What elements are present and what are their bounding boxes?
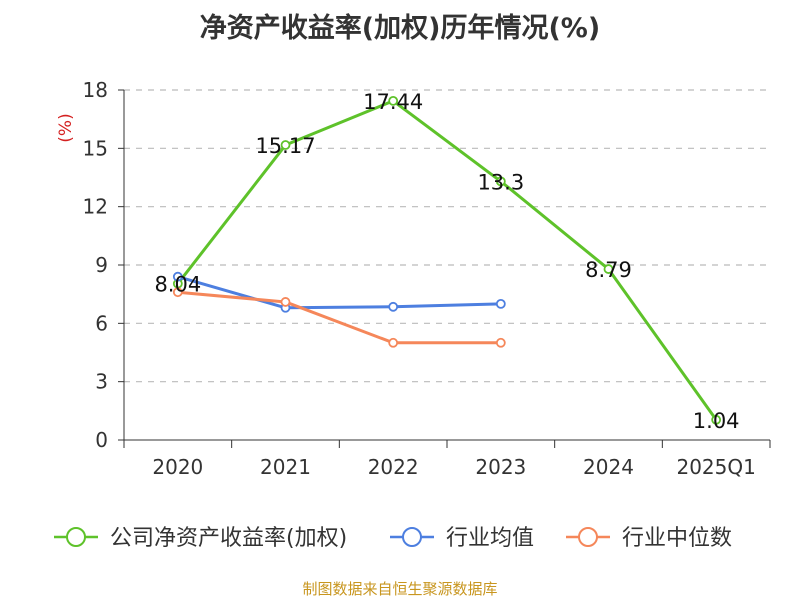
series-line <box>177 275 501 310</box>
legend-item[interactable]: 行业均值 <box>390 526 534 551</box>
data-label: 15.17 <box>255 134 315 158</box>
data-point <box>495 337 506 348</box>
data-point <box>495 298 506 309</box>
data-point <box>495 176 506 187</box>
data-label: 8.79 <box>585 258 632 282</box>
y-tick-label: 15 <box>83 136 108 160</box>
y-tick-label: 9 <box>95 253 108 277</box>
data-point <box>388 337 399 348</box>
x-tick-label: 2022 <box>368 455 419 479</box>
legend-item[interactable]: 行业中位数 <box>566 526 732 551</box>
data-point <box>172 271 183 282</box>
data-label: 13.3 <box>477 170 524 194</box>
data-label-layer: 8.04 15.17 17.44 13.3 8.79 1.04 <box>154 90 739 433</box>
x-tick-label: 2025Q1 <box>676 455 755 479</box>
chart-title: 净资产收益率(加权)历年情况(%) <box>199 13 601 44</box>
data-point <box>388 95 399 106</box>
y-tick-label: 0 <box>95 428 108 452</box>
data-label: 17.44 <box>363 90 423 114</box>
x-tick-label: 2021 <box>260 455 311 479</box>
x-tick-label: 2024 <box>583 455 634 479</box>
data-point <box>172 287 183 298</box>
data-point <box>388 301 399 312</box>
legend-circle-icon <box>578 527 598 547</box>
grid-layer <box>124 89 770 383</box>
legend-label: 行业均值 <box>446 526 534 551</box>
data-point <box>280 297 291 307</box>
y-tick-label: 18 <box>83 78 108 102</box>
source-note: 制图数据来自恒生聚源数据库 <box>302 580 498 598</box>
data-point <box>603 264 614 274</box>
legend-label: 公司净资产收益率(加权) <box>110 526 347 551</box>
legend[interactable]: 公司净资产收益率(加权) 行业均值 行业中位数 <box>54 526 732 551</box>
series-layer <box>172 95 722 425</box>
y-tick-label: 12 <box>83 195 108 219</box>
data-point <box>711 414 722 425</box>
legend-circle-icon <box>66 527 86 547</box>
legend-label: 行业中位数 <box>622 526 732 551</box>
legend-circle-icon <box>402 527 422 547</box>
data-point <box>280 140 291 150</box>
series-line <box>176 99 718 421</box>
axis-layer: 0 3 6 9 12 15 18 2020 2021 2022 2023 2024 2025Q1 <box>83 78 771 479</box>
y-tick-label: 6 <box>95 311 108 335</box>
y-axis-unit-label: (%) <box>56 113 76 142</box>
y-tick-label: 3 <box>95 370 108 394</box>
legend-item[interactable]: 公司净资产收益率(加权) <box>54 526 347 551</box>
x-tick-label: 2020 <box>152 455 203 479</box>
data-label: 1.04 <box>693 409 740 433</box>
x-tick-label: 2023 <box>475 455 526 479</box>
data-label: 8.04 <box>154 273 201 297</box>
series-line <box>177 290 501 345</box>
